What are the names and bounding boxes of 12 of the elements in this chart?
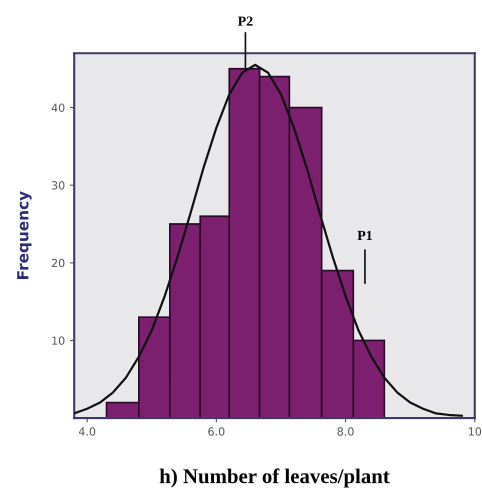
y-tick-label: 30 bbox=[52, 181, 64, 190]
ref-line-label: P1 bbox=[357, 230, 372, 240]
x-tick-label: 4.0 bbox=[78, 427, 96, 436]
annotation: P2 bbox=[238, 16, 253, 26]
x-tick-label: 10 bbox=[468, 427, 482, 436]
y-tick-label: 40 bbox=[52, 104, 64, 112]
y-tick-label: 20 bbox=[52, 258, 64, 268]
x-tick-label: 6.0 bbox=[208, 427, 224, 436]
x-axis-title: h) Number of leaves/plant bbox=[160, 468, 390, 488]
x-tick-label: 8.0 bbox=[337, 427, 354, 436]
y-axis-title: Frequency bbox=[17, 191, 32, 279]
y-tick-label: 10 bbox=[52, 336, 64, 345]
